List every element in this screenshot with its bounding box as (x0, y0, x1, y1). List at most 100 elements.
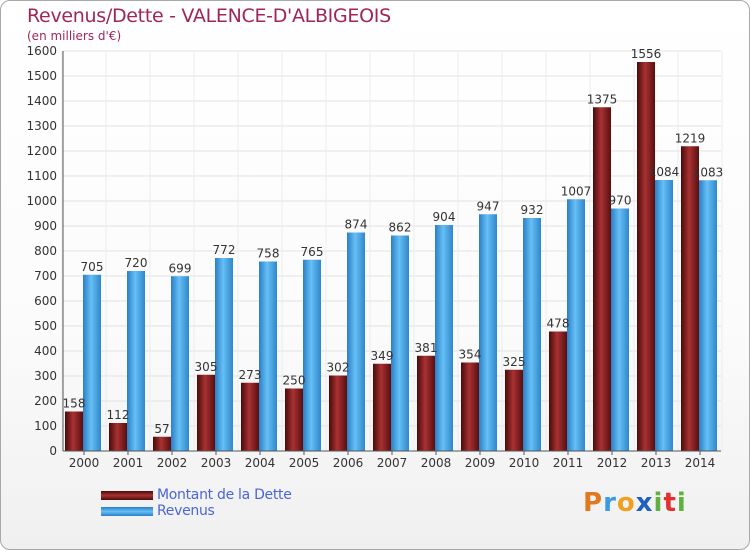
data-label-debt: 354 (459, 348, 482, 362)
y-tick-label: 600 (34, 294, 57, 308)
y-tick-label: 1600 (26, 44, 57, 58)
y-tick-label: 1200 (26, 144, 57, 158)
bar-revenue (127, 271, 145, 451)
x-tick-label: 2010 (509, 456, 540, 470)
data-label-debt: 381 (415, 341, 438, 355)
bar-debt (65, 411, 83, 451)
x-tick-label: 2014 (685, 456, 716, 470)
data-label-revenue: 765 (301, 245, 324, 259)
data-label-debt: 57 (154, 422, 169, 436)
data-label-debt: 1556 (631, 47, 662, 61)
bar-revenue (215, 258, 233, 451)
y-tick-label: 1000 (26, 194, 57, 208)
legend-swatch-debt (101, 490, 153, 500)
data-label-debt: 478 (547, 317, 570, 331)
y-tick-label: 1300 (26, 119, 57, 133)
legend-label-revenue: Revenus (157, 503, 215, 519)
y-tick-label: 100 (34, 419, 57, 433)
data-label-debt: 302 (327, 361, 350, 375)
bar-debt (153, 436, 171, 451)
data-label-revenue: 758 (257, 247, 280, 261)
x-tick-label: 2005 (289, 456, 320, 470)
bar-debt (241, 382, 259, 451)
y-tick-label: 200 (34, 394, 57, 408)
legend-item-debt: Montant de la Dette (101, 487, 292, 503)
x-tick-label: 2007 (377, 456, 408, 470)
x-tick-label: 2012 (597, 456, 628, 470)
data-label-revenue: 1007 (561, 184, 592, 198)
data-label-revenue: 699 (169, 261, 192, 275)
legend: Montant de la Dette Revenus (101, 487, 292, 519)
data-label-revenue: 862 (389, 221, 412, 235)
proxiti-logo: Proxiti (583, 488, 687, 518)
x-tick-label: 2009 (465, 456, 496, 470)
chart-title: Revenus/Dette - VALENCE-D'ALBIGEOIS (27, 5, 391, 27)
x-tick-label: 2001 (113, 456, 144, 470)
x-tick-label: 2006 (333, 456, 364, 470)
x-tick-label: 2003 (201, 456, 232, 470)
bar-debt (285, 388, 303, 451)
bar-debt (681, 146, 699, 451)
logo-letter: P (583, 488, 604, 518)
legend-label-debt: Montant de la Dette (157, 487, 292, 503)
y-tick-label: 400 (34, 344, 57, 358)
data-label-revenue: 874 (345, 218, 368, 232)
legend-item-revenue: Revenus (101, 503, 292, 519)
x-tick-label: 2004 (245, 456, 276, 470)
bar-debt (373, 363, 391, 451)
data-label-revenue: 932 (521, 203, 544, 217)
x-tick-label: 2011 (553, 456, 584, 470)
x-tick-label: 2008 (421, 456, 452, 470)
bar-debt (329, 375, 347, 451)
data-label-revenue: 970 (609, 194, 632, 208)
bar-revenue (523, 218, 541, 451)
data-label-revenue: 705 (81, 260, 104, 274)
bar-revenue (567, 199, 585, 451)
data-label-revenue: 947 (477, 199, 500, 213)
bar-debt (109, 423, 127, 451)
data-label-debt: 273 (239, 368, 262, 382)
y-tick-label: 500 (34, 319, 57, 333)
bar-revenue (171, 276, 189, 451)
bar-revenue (303, 259, 321, 451)
data-label-debt: 1375 (587, 92, 618, 106)
y-tick-label: 1100 (26, 169, 57, 183)
data-label-debt: 112 (107, 408, 130, 422)
bar-revenue (83, 274, 101, 451)
bar-debt (505, 369, 523, 451)
bar-revenue (391, 235, 409, 451)
bar-revenue (435, 225, 453, 451)
y-tick-label: 800 (34, 244, 57, 258)
y-tick-label: 1400 (26, 94, 57, 108)
data-label-revenue: 1084 (649, 165, 680, 179)
data-label-debt: 250 (283, 374, 306, 388)
bar-debt (593, 107, 611, 451)
logo-letter: t (663, 488, 677, 518)
x-tick-label: 2000 (69, 456, 100, 470)
bar-revenue (611, 208, 629, 451)
data-label-debt: 158 (63, 397, 86, 411)
y-tick-label: 1500 (26, 69, 57, 83)
y-tick-label: 300 (34, 369, 57, 383)
bar-revenue (479, 214, 497, 451)
bar-revenue (699, 180, 717, 451)
logo-letter: i (676, 488, 687, 518)
logo-letter: r (603, 488, 617, 518)
y-tick-label: 700 (34, 269, 57, 283)
bar-debt (549, 331, 567, 451)
data-label-revenue: 1083 (693, 165, 724, 179)
bar-debt (461, 362, 479, 451)
data-label-debt: 349 (371, 349, 394, 363)
bar-revenue (655, 180, 673, 451)
data-label-debt: 305 (195, 360, 218, 374)
x-tick-label: 2013 (641, 456, 672, 470)
logo-letter: o (616, 488, 636, 518)
x-tick-label: 2002 (157, 456, 188, 470)
data-label-debt: 325 (503, 355, 526, 369)
chart-subtitle: (en milliers d'€) (27, 29, 122, 43)
logo-letter: i (653, 488, 664, 518)
bar-debt (637, 62, 655, 451)
data-label-revenue: 720 (125, 256, 148, 270)
